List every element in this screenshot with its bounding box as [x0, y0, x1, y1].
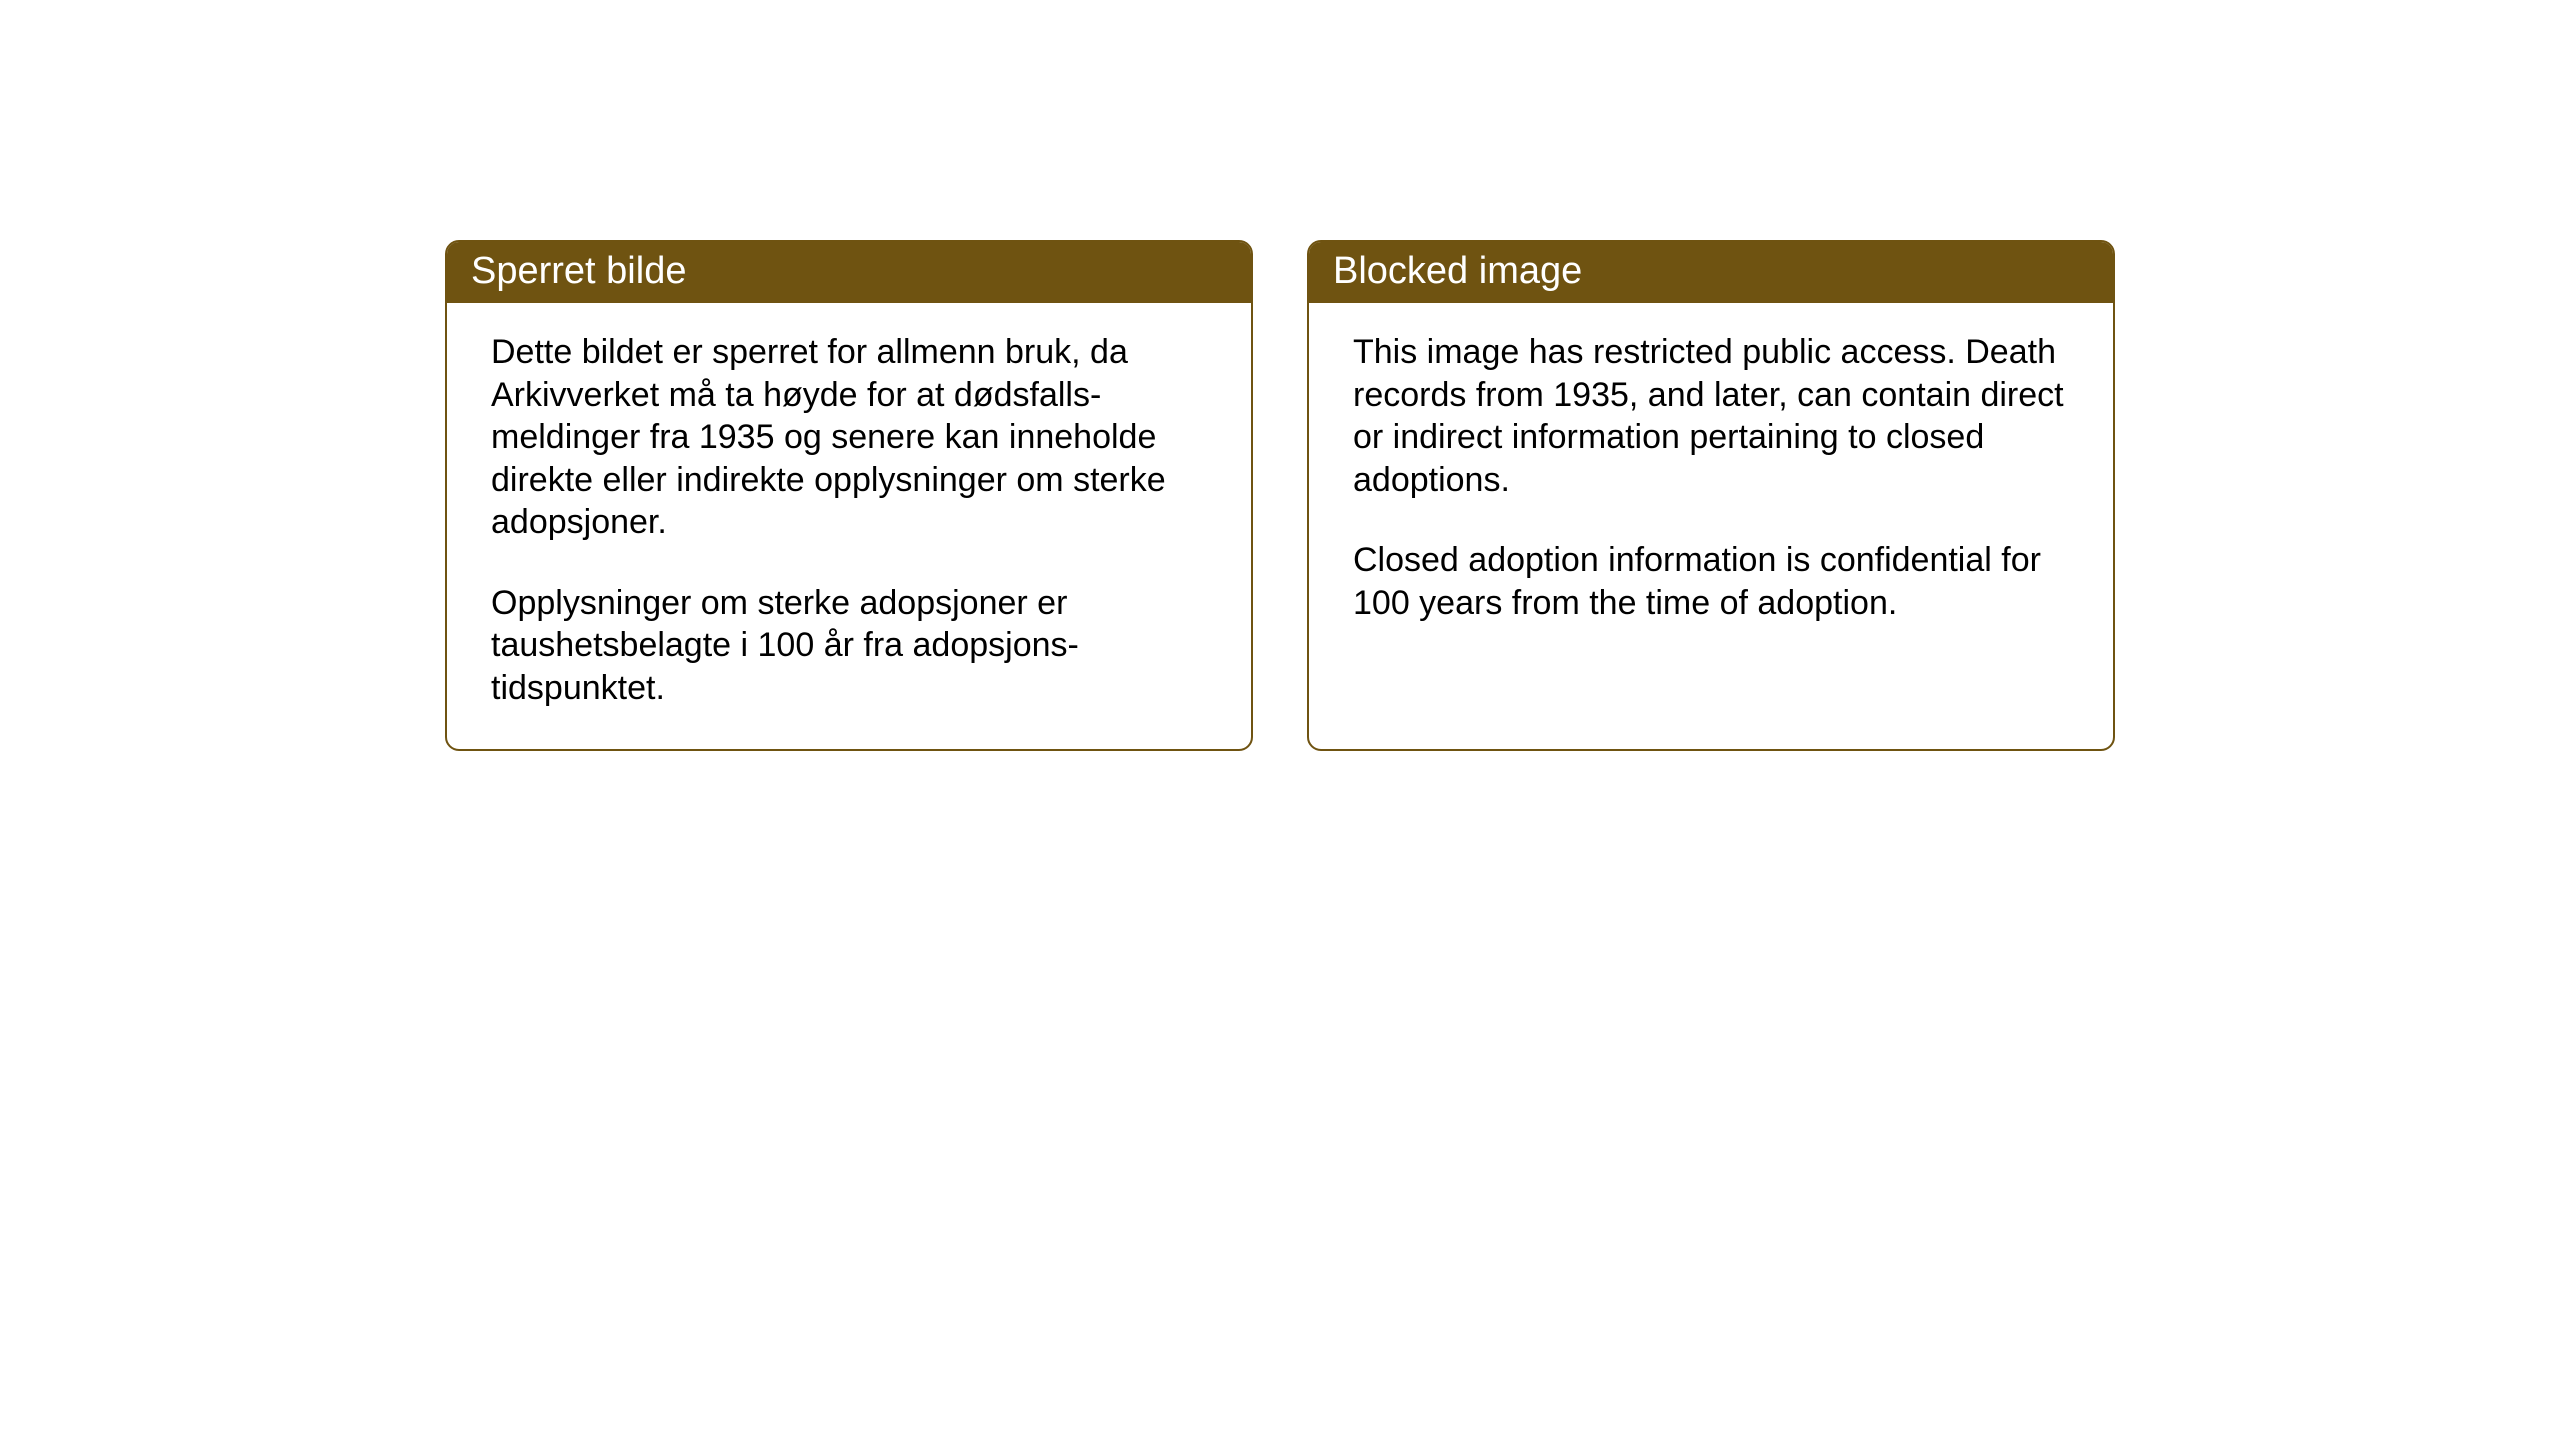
- card-norwegian: Sperret bilde Dette bildet er sperret fo…: [445, 240, 1253, 751]
- card-title-english: Blocked image: [1333, 250, 1582, 292]
- card-paragraph-norwegian-2: Opplysninger om sterke adopsjoner er tau…: [491, 582, 1207, 710]
- card-paragraph-norwegian-1: Dette bildet er sperret for allmenn bruk…: [491, 331, 1207, 544]
- card-paragraph-english-2: Closed adoption information is confident…: [1353, 539, 2069, 624]
- card-title-norwegian: Sperret bilde: [471, 250, 686, 292]
- card-body-norwegian: Dette bildet er sperret for allmenn bruk…: [447, 303, 1251, 749]
- card-english: Blocked image This image has restricted …: [1307, 240, 2115, 751]
- card-header-norwegian: Sperret bilde: [447, 242, 1251, 303]
- cards-container: Sperret bilde Dette bildet er sperret fo…: [445, 240, 2115, 751]
- card-header-english: Blocked image: [1309, 242, 2113, 303]
- card-paragraph-english-1: This image has restricted public access.…: [1353, 331, 2069, 501]
- card-body-english: This image has restricted public access.…: [1309, 303, 2113, 743]
